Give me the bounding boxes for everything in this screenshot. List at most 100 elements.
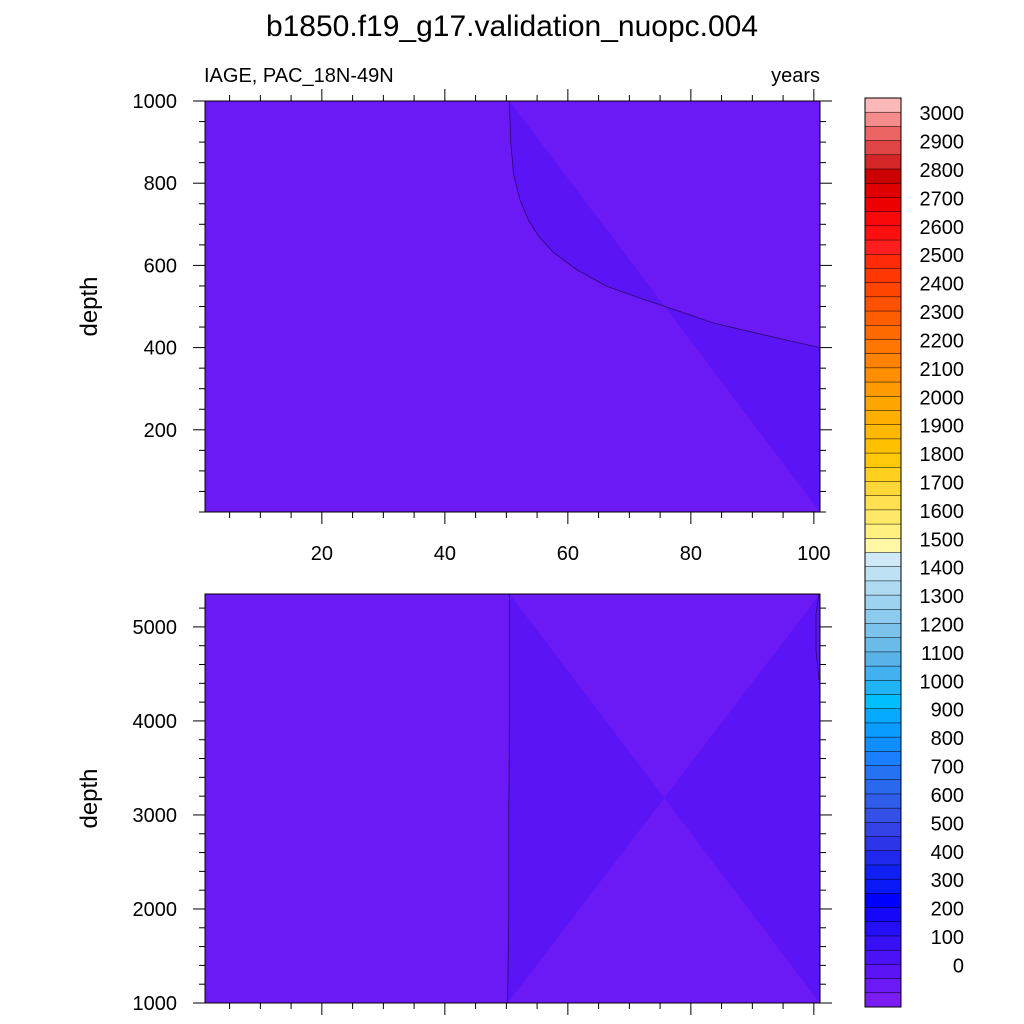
colorbar-box	[865, 481, 901, 497]
left-subtitle: IAGE, PAC_18N-49N	[204, 65, 394, 87]
region-high	[507, 594, 820, 1003]
colorbar-box	[865, 410, 901, 426]
y-tick-label: 3000	[133, 805, 178, 827]
colorbar-box	[865, 637, 901, 653]
colorbar-label: 700	[931, 757, 964, 779]
colorbar-box	[865, 396, 901, 411]
y-tick-label: 200	[144, 420, 177, 442]
colorbar-box	[865, 353, 901, 369]
colorbar-box	[865, 751, 901, 766]
x-tick-label: 100	[797, 543, 830, 565]
colorbar-label: 400	[931, 842, 964, 864]
contour-line	[507, 594, 510, 1004]
colorbar-box	[865, 169, 901, 184]
colorbar-label: 1300	[920, 586, 965, 608]
colorbar-label: 1100	[921, 643, 964, 665]
colorbar-box	[865, 779, 901, 795]
colorbar-box	[865, 566, 901, 582]
colorbar-label: 1600	[920, 501, 965, 523]
colorbar-box	[865, 836, 901, 852]
colorbar-box	[865, 112, 901, 127]
colorbar-label: 2100	[920, 359, 965, 381]
colorbar-box	[865, 623, 901, 639]
colorbar-label: 1000	[920, 671, 965, 693]
y-tick-label: 2000	[133, 899, 178, 921]
colorbar-box	[865, 211, 901, 227]
colorbar-box	[865, 992, 901, 1008]
y-axis-label: depth	[76, 276, 103, 336]
x-tick-label: 60	[557, 543, 579, 565]
colorbar-box	[865, 964, 901, 979]
colorbar-box	[865, 666, 901, 681]
colorbar-label: 2700	[920, 188, 965, 210]
colorbar-box	[865, 467, 901, 482]
colorbar-label: 2400	[920, 274, 965, 296]
colorbar-box	[865, 935, 901, 951]
colorbar-label: 1400	[920, 558, 965, 580]
colorbar-box	[865, 495, 901, 511]
colorbar-box	[865, 183, 901, 198]
region-low	[205, 101, 820, 512]
y-tick-label: 1000	[133, 993, 178, 1015]
colorbar-label: 1900	[920, 416, 965, 438]
colorbar-box	[865, 538, 901, 553]
colorbar-box	[865, 268, 901, 284]
colorbar-box	[865, 950, 901, 965]
colorbar-box	[865, 296, 901, 312]
top-panel: 20 40 60 80 100 200 400 600 800 1000 depth	[76, 89, 832, 565]
colorbar-box	[865, 680, 901, 695]
colorbar-label: 2500	[920, 245, 965, 267]
y-tick-label: 4000	[133, 711, 178, 733]
colorbar-box	[865, 382, 901, 397]
colorbar-box	[865, 126, 901, 142]
colorbar-label: 1800	[920, 444, 965, 466]
colorbar-box	[865, 651, 901, 667]
colorbar-label: 2300	[920, 302, 965, 324]
chart-title: b1850.f19_g17.validation_nuopc.004	[266, 10, 758, 43]
colorbar-box	[865, 722, 901, 738]
y-tick-label: 800	[144, 173, 177, 195]
colorbar-box	[865, 339, 901, 355]
colorbar-label: 600	[931, 785, 964, 807]
colorbar-label: 2200	[920, 331, 965, 353]
x-tick-label: 80	[680, 543, 702, 565]
colorbar-label: 1200	[920, 615, 965, 637]
colorbar-frame	[864, 97, 902, 1008]
right-subtitle: years	[771, 65, 820, 87]
colorbar-box	[865, 822, 901, 837]
colorbar-box	[865, 765, 901, 781]
x-tick-label: 20	[311, 543, 333, 565]
colorbar: 3000290028002700260025002400230022002100…	[864, 97, 965, 1008]
colorbar-label: 1700	[920, 473, 965, 495]
colorbar-box	[865, 808, 901, 823]
colorbar-box	[865, 509, 901, 525]
colorbar-box	[865, 311, 901, 326]
colorbar-box	[865, 453, 901, 468]
colorbar-box	[865, 240, 901, 255]
bottom-panel: 1000 2000 3000 4000 5000 depth	[76, 593, 832, 1015]
colorbar-box	[865, 978, 901, 994]
contour-line	[509, 100, 821, 348]
colorbar-label: 500	[931, 813, 964, 835]
colorbar-box	[865, 609, 901, 624]
colorbar-box	[865, 282, 901, 298]
colorbar-box	[865, 921, 901, 937]
colorbar-label: 800	[931, 728, 964, 750]
colorbar-label: 2900	[920, 132, 965, 154]
colorbar-box	[865, 438, 901, 454]
colorbar-box	[865, 197, 901, 213]
y-tick-label: 600	[144, 255, 177, 277]
colorbar-label: 100	[931, 927, 964, 949]
colorbar-label: 2000	[920, 387, 965, 409]
colorbar-box	[865, 325, 901, 340]
colorbar-box	[865, 893, 901, 908]
colorbar-box	[865, 595, 901, 610]
colorbar-box	[865, 154, 901, 170]
y-tick-label: 400	[144, 338, 177, 360]
colorbar-box	[865, 524, 901, 539]
colorbar-label: 900	[931, 700, 964, 722]
colorbar-box	[865, 737, 901, 752]
plot-frame	[204, 593, 821, 1004]
colorbar-box	[865, 424, 901, 440]
